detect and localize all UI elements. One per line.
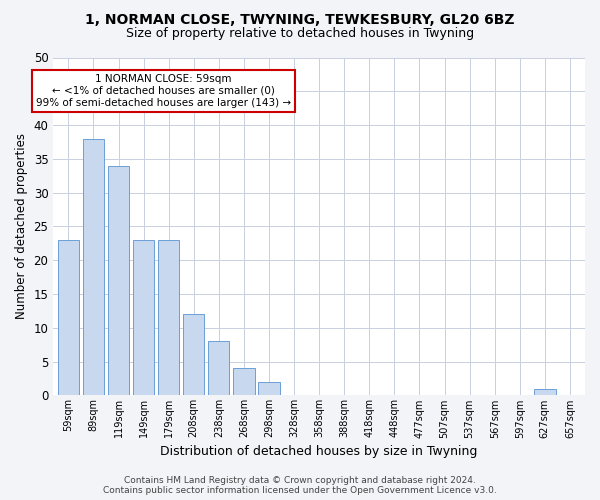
Text: 1, NORMAN CLOSE, TWYNING, TEWKESBURY, GL20 6BZ: 1, NORMAN CLOSE, TWYNING, TEWKESBURY, GL… [85, 12, 515, 26]
Bar [158, 240, 179, 396]
Bar [108, 166, 129, 396]
Bar [133, 240, 154, 396]
Bar [83, 138, 104, 396]
Text: Contains HM Land Registry data © Crown copyright and database right 2024.
Contai: Contains HM Land Registry data © Crown c… [103, 476, 497, 495]
Text: Size of property relative to detached houses in Twyning: Size of property relative to detached ho… [126, 28, 474, 40]
Bar [183, 314, 205, 396]
X-axis label: Distribution of detached houses by size in Twyning: Distribution of detached houses by size … [160, 444, 478, 458]
Bar [534, 388, 556, 396]
Bar [233, 368, 254, 396]
Text: 1 NORMAN CLOSE: 59sqm
← <1% of detached houses are smaller (0)
99% of semi-detac: 1 NORMAN CLOSE: 59sqm ← <1% of detached … [36, 74, 291, 108]
Bar [58, 240, 79, 396]
Bar [208, 342, 229, 396]
Y-axis label: Number of detached properties: Number of detached properties [15, 134, 28, 320]
Bar [259, 382, 280, 396]
